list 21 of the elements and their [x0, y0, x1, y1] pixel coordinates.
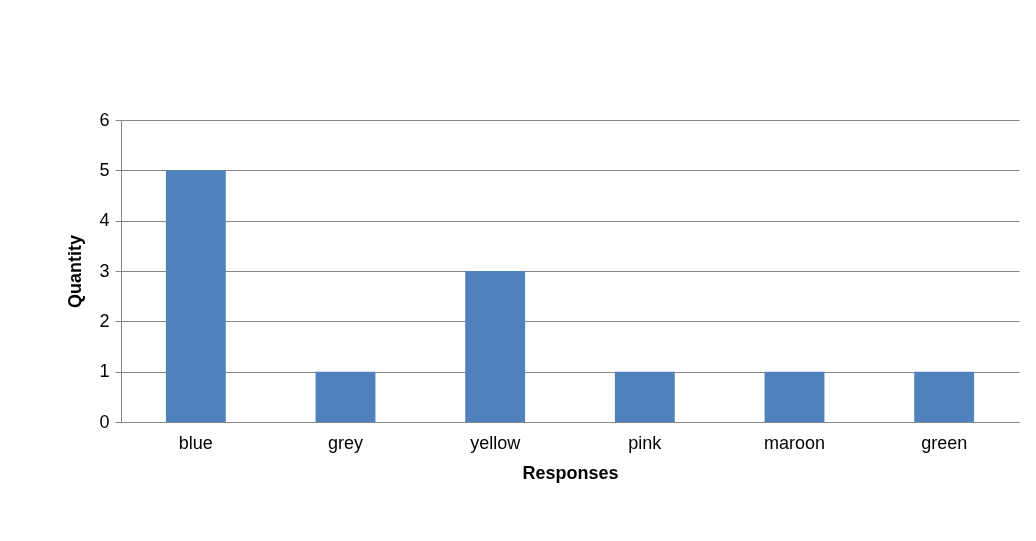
bar	[165, 170, 226, 422]
x-tick-label: blue	[178, 432, 213, 453]
x-tick-label: grey	[327, 432, 364, 453]
bar	[764, 371, 825, 422]
bar	[315, 371, 376, 422]
bar	[914, 371, 975, 422]
y-tick-label: 4	[99, 210, 110, 231]
x-tick-label: green	[921, 432, 968, 453]
y-tick-label: 3	[99, 260, 110, 281]
y-tick-label: 0	[99, 411, 110, 432]
x-tick-label: yellow	[470, 432, 522, 453]
y-tick-label: 2	[99, 310, 110, 331]
y-tick-label: 5	[99, 159, 110, 180]
x-tick-label: pink	[628, 432, 663, 453]
bar	[614, 371, 675, 422]
y-tick-label: 1	[99, 361, 110, 382]
x-tick-label: maroon	[763, 432, 826, 453]
y-axis-title: Quantity	[65, 234, 86, 309]
bar	[465, 271, 526, 422]
y-tick-label: 6	[99, 109, 110, 130]
x-axis-title: Responses	[522, 462, 619, 483]
